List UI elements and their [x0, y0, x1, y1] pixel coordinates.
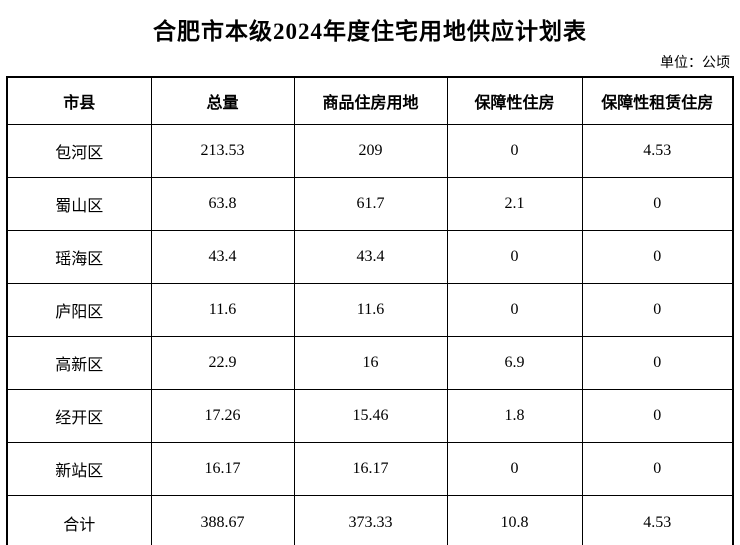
table-cell: 1.8: [446, 389, 583, 443]
table-row: 新站区 16.17 16.17 0 0: [6, 442, 734, 496]
table-cell: 11.6: [293, 283, 448, 337]
row-label: 经开区: [6, 389, 152, 443]
table-cell: 213.53: [150, 124, 295, 178]
table-cell: 0: [581, 389, 734, 443]
row-label: 包河区: [6, 124, 152, 178]
table-cell: 22.9: [150, 336, 295, 390]
supply-plan-table: 市县 总量 商品住房用地 保障性住房 保障性租赁住房 包河区 213.53 20…: [6, 76, 734, 545]
table-cell: 0: [446, 283, 583, 337]
header-cell-region: 市县: [6, 76, 152, 125]
table-cell: 16.17: [293, 442, 448, 496]
table-cell: 16: [293, 336, 448, 390]
table-cell: 15.46: [293, 389, 448, 443]
table-cell: 0: [581, 283, 734, 337]
table-row: 经开区 17.26 15.46 1.8 0: [6, 389, 734, 443]
table-cell: 0: [446, 442, 583, 496]
table-cell: 0: [581, 230, 734, 284]
header-cell-commercial: 商品住房用地: [293, 76, 448, 125]
table-row: 蜀山区 63.8 61.7 2.1 0: [6, 177, 734, 231]
table-cell: 373.33: [293, 495, 448, 545]
row-label: 蜀山区: [6, 177, 152, 231]
table-row: 庐阳区 11.6 11.6 0 0: [6, 283, 734, 337]
row-label: 瑶海区: [6, 230, 152, 284]
table-cell: 43.4: [150, 230, 295, 284]
row-label: 高新区: [6, 336, 152, 390]
unit-label: 单位：公顷: [660, 56, 730, 71]
table-cell: 11.6: [150, 283, 295, 337]
table-row: 高新区 22.9 16 6.9 0: [6, 336, 734, 390]
page-title: 合肥市本级2024年度住宅用地供应计划表: [153, 19, 587, 44]
table-cell: 43.4: [293, 230, 448, 284]
table-cell: 10.8: [446, 495, 583, 545]
table-cell: 2.1: [446, 177, 583, 231]
table-cell: 17.26: [150, 389, 295, 443]
table-cell: 0: [446, 124, 583, 178]
row-label: 庐阳区: [6, 283, 152, 337]
table-cell: 63.8: [150, 177, 295, 231]
header-cell-affordable: 保障性住房: [446, 76, 583, 125]
table-cell: 209: [293, 124, 448, 178]
table-cell: 0: [581, 336, 734, 390]
row-label: 合计: [6, 495, 152, 545]
table-cell: 6.9: [446, 336, 583, 390]
header-cell-total: 总量: [150, 76, 295, 125]
table-cell: 0: [581, 442, 734, 496]
table-cell: 0: [581, 177, 734, 231]
table-cell: 0: [446, 230, 583, 284]
row-label: 新站区: [6, 442, 152, 496]
table-cell: 61.7: [293, 177, 448, 231]
table-cell: 4.53: [581, 124, 734, 178]
table-row-total: 合计 388.67 373.33 10.8 4.53: [6, 495, 734, 545]
table-cell: 16.17: [150, 442, 295, 496]
header-cell-rental: 保障性租赁住房: [581, 76, 734, 125]
table-row: 瑶海区 43.4 43.4 0 0: [6, 230, 734, 284]
table-row: 包河区 213.53 209 0 4.53: [6, 124, 734, 178]
table-cell: 4.53: [581, 495, 734, 545]
table-cell: 388.67: [150, 495, 295, 545]
table-header-row: 市县 总量 商品住房用地 保障性住房 保障性租赁住房: [6, 76, 734, 125]
